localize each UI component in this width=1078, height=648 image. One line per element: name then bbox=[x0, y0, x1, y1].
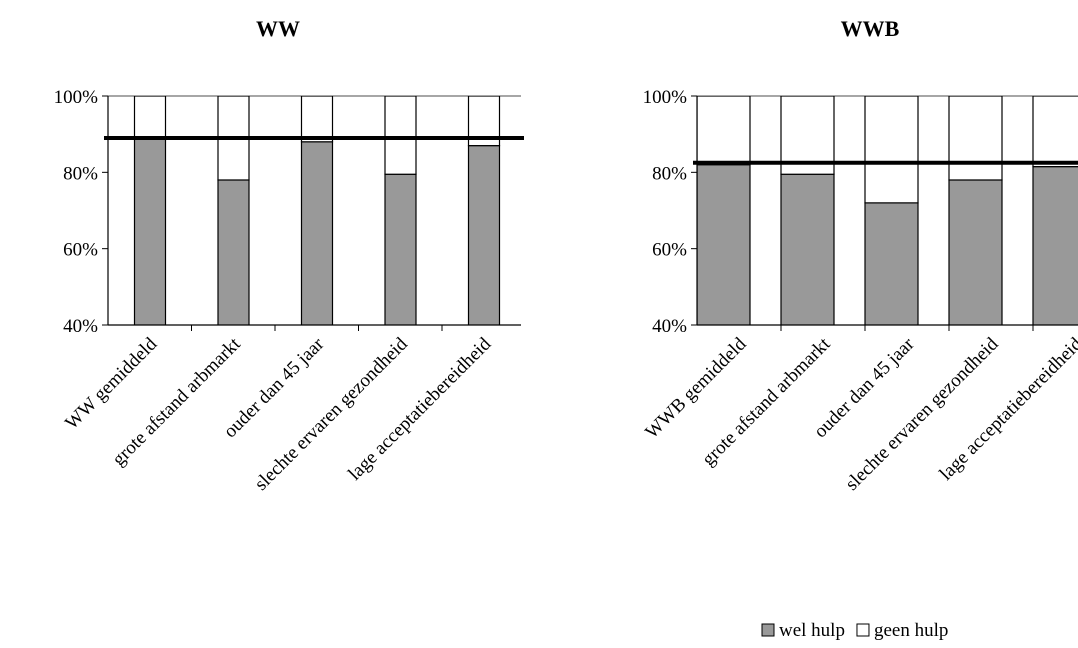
legend-label: geen hulp bbox=[874, 620, 948, 641]
legend-swatch bbox=[761, 623, 775, 637]
y-tick-label: 40% bbox=[652, 316, 687, 337]
bar-segment bbox=[864, 202, 919, 325]
bar-segment bbox=[467, 145, 501, 325]
bar-segment bbox=[697, 96, 751, 166]
y-tick-label: 80% bbox=[63, 163, 98, 184]
bar-segment bbox=[384, 173, 417, 325]
legend-label: wel hulp bbox=[779, 620, 845, 641]
x-tick-label: lage acceptatiebereidheid bbox=[344, 333, 495, 484]
bar-segment bbox=[948, 96, 1003, 181]
y-tick-label: 100% bbox=[54, 87, 99, 108]
bar-segment bbox=[1032, 166, 1078, 325]
bar-segment bbox=[133, 96, 167, 139]
y-tick-label: 60% bbox=[63, 240, 98, 261]
bar-segment bbox=[133, 137, 167, 325]
legend-swatch bbox=[856, 623, 870, 637]
bar-segment bbox=[1032, 96, 1078, 168]
bar-segment bbox=[300, 96, 334, 143]
y-tick-label: 60% bbox=[652, 240, 687, 261]
chart-title: WW bbox=[256, 16, 300, 41]
bar-segment bbox=[864, 96, 919, 204]
x-tick-label: slechte ervaren gezondheid bbox=[251, 333, 412, 494]
x-tick-label: slechte ervaren gezondheid bbox=[841, 333, 1002, 494]
bars bbox=[697, 96, 1078, 325]
y-tick-label: 40% bbox=[63, 316, 98, 337]
bars bbox=[133, 96, 501, 325]
chart-title: WWB bbox=[841, 16, 900, 41]
y-tick-label: 80% bbox=[652, 163, 687, 184]
y-tick-label: 100% bbox=[643, 87, 688, 108]
bar-segment bbox=[780, 173, 835, 325]
bar-segment bbox=[384, 96, 417, 175]
x-tick-label: lage acceptatiebereidheid bbox=[936, 333, 1078, 484]
